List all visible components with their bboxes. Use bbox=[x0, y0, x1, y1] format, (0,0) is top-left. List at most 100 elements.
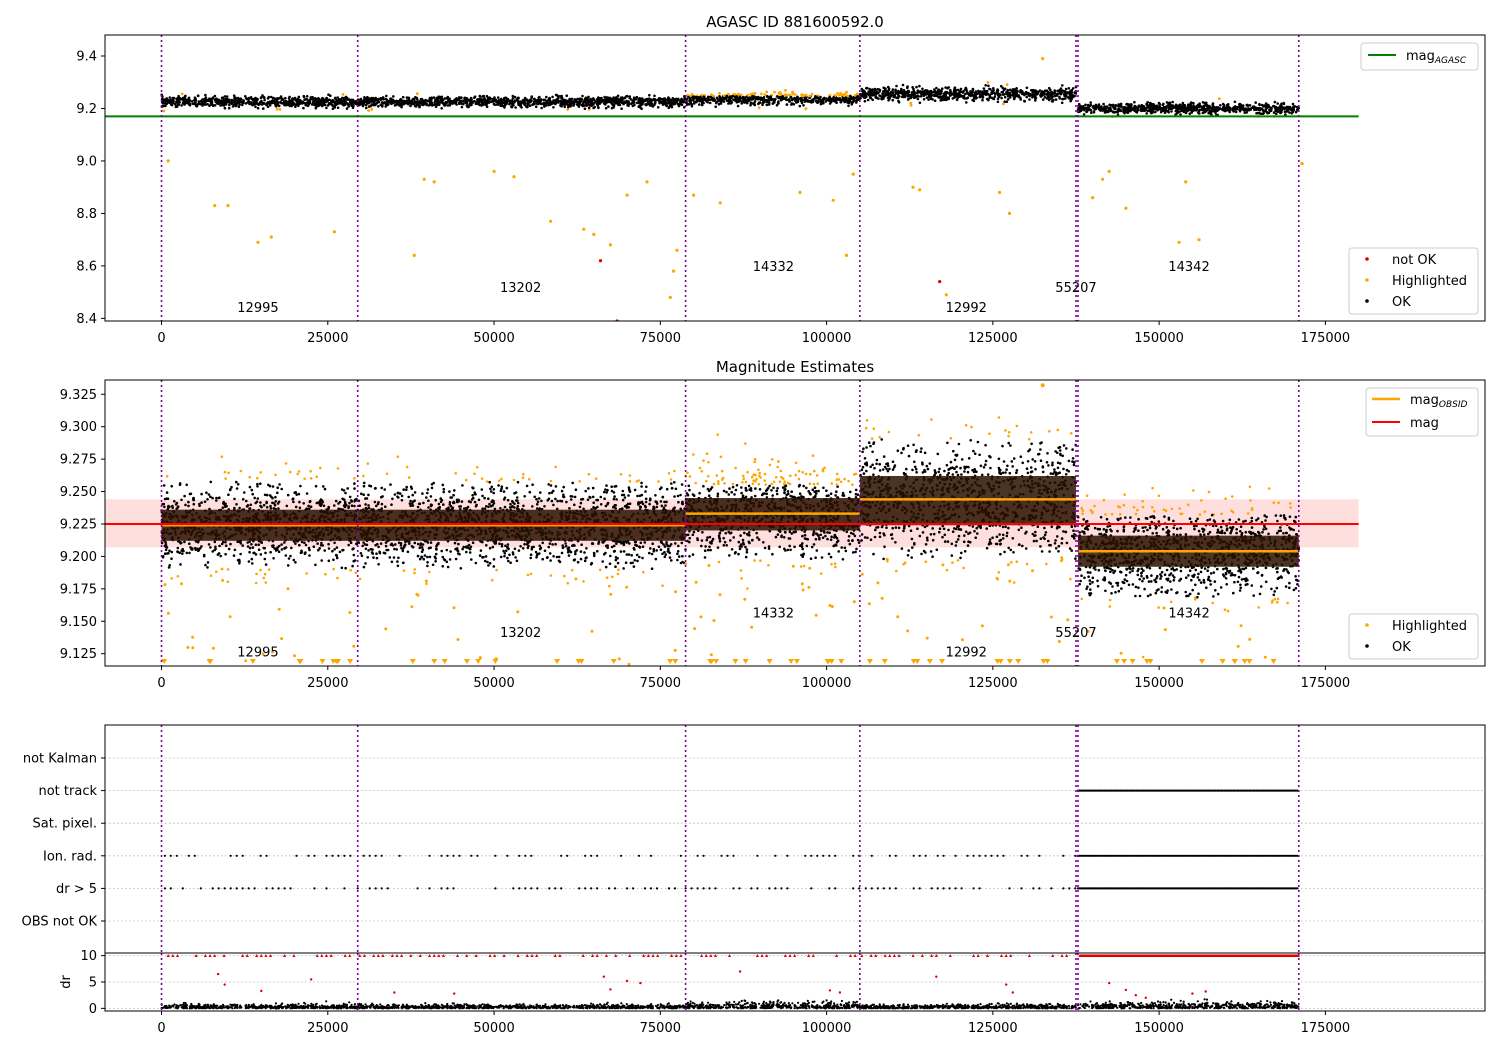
ok-point bbox=[1013, 96, 1016, 100]
highlighted-point bbox=[255, 572, 258, 576]
ok-point bbox=[406, 101, 409, 105]
highlighted-point bbox=[186, 645, 190, 649]
ok-point bbox=[922, 94, 925, 97]
ok-point bbox=[874, 89, 877, 92]
ok-point bbox=[735, 99, 738, 103]
highlighted-point bbox=[256, 240, 260, 244]
ok-point bbox=[396, 560, 399, 563]
ok-point bbox=[215, 102, 219, 105]
ok-point bbox=[647, 97, 651, 100]
ok-point bbox=[879, 95, 883, 98]
ok-point bbox=[360, 101, 363, 104]
ok-point bbox=[1063, 92, 1067, 95]
ok-point bbox=[245, 97, 248, 100]
ok-point bbox=[865, 86, 869, 90]
highlighted-point bbox=[332, 567, 335, 571]
ok-point bbox=[1003, 87, 1007, 91]
highlighted-point bbox=[263, 572, 267, 576]
ok-point bbox=[532, 97, 536, 101]
ok-point bbox=[1030, 89, 1033, 92]
ok-point bbox=[1170, 110, 1173, 113]
ok-point bbox=[496, 101, 500, 104]
ok-point bbox=[280, 543, 283, 546]
ok-point bbox=[164, 548, 168, 552]
ok-point bbox=[247, 96, 251, 100]
ok-point bbox=[227, 547, 231, 551]
ok-point bbox=[778, 95, 781, 99]
ok-point bbox=[1105, 105, 1109, 108]
ok-point bbox=[1216, 106, 1220, 109]
ok-point bbox=[341, 96, 344, 100]
ok-point bbox=[970, 93, 973, 96]
ok-point bbox=[504, 96, 508, 99]
ok-point bbox=[723, 97, 726, 100]
ok-point bbox=[465, 100, 469, 103]
ok-point bbox=[389, 97, 392, 100]
ok-point bbox=[254, 100, 258, 103]
ok-point bbox=[922, 97, 926, 101]
highlighted-point bbox=[309, 477, 313, 480]
x-tick-label: 175000 bbox=[1301, 331, 1351, 346]
ok-point bbox=[851, 96, 854, 100]
ok-point bbox=[610, 102, 613, 105]
ok-point bbox=[974, 95, 977, 98]
ok-point bbox=[380, 101, 384, 104]
ok-point bbox=[179, 563, 182, 566]
ok-point bbox=[206, 102, 209, 106]
ok-point bbox=[276, 491, 279, 495]
ok-point bbox=[178, 551, 181, 555]
ok-point bbox=[1196, 111, 1200, 114]
ok-point bbox=[995, 91, 998, 94]
ok-point bbox=[1119, 104, 1123, 107]
ok-point bbox=[486, 96, 490, 99]
highlighted-point bbox=[367, 109, 370, 112]
highlighted-point bbox=[432, 180, 436, 184]
ok-point bbox=[937, 93, 941, 96]
ok-point bbox=[689, 98, 692, 101]
ok-point bbox=[971, 98, 974, 102]
ok-point bbox=[657, 99, 661, 102]
ok-point bbox=[1264, 105, 1268, 109]
ok-point bbox=[322, 504, 326, 508]
ok-point bbox=[489, 100, 493, 104]
ok-point bbox=[697, 96, 701, 99]
highlighted-point bbox=[760, 92, 763, 96]
ok-point bbox=[1125, 110, 1128, 114]
ok-point bbox=[268, 484, 272, 488]
ok-point bbox=[283, 541, 286, 544]
ok-point bbox=[262, 107, 265, 110]
ok-point bbox=[411, 98, 415, 101]
ok-point bbox=[235, 487, 239, 490]
highlighted-point bbox=[163, 583, 167, 587]
ok-point bbox=[449, 102, 452, 105]
ok-point bbox=[992, 97, 996, 101]
ok-point bbox=[953, 96, 956, 99]
ok-point bbox=[257, 548, 261, 551]
ok-point bbox=[347, 543, 351, 547]
ok-point bbox=[178, 483, 182, 487]
ok-point bbox=[974, 93, 977, 96]
ok-point bbox=[719, 102, 723, 105]
ok-point bbox=[322, 485, 325, 488]
ok-point bbox=[498, 542, 501, 545]
x-tick-label: 0 bbox=[157, 331, 165, 346]
ok-point bbox=[545, 95, 548, 99]
ok-point bbox=[207, 493, 211, 496]
highlighted-point bbox=[1177, 240, 1181, 244]
ok-point bbox=[228, 103, 231, 107]
ok-point bbox=[1161, 103, 1165, 107]
ok-point bbox=[506, 97, 510, 101]
ok-point bbox=[560, 104, 563, 108]
ok-point bbox=[225, 99, 229, 102]
ok-point bbox=[400, 100, 404, 103]
ok-point bbox=[804, 100, 807, 103]
ok-point bbox=[353, 500, 356, 503]
ok-point bbox=[325, 106, 328, 110]
ok-point bbox=[222, 500, 225, 504]
ok-point bbox=[302, 94, 306, 98]
highlighted-point bbox=[228, 615, 232, 619]
ok-point bbox=[589, 97, 592, 101]
ok-point bbox=[1273, 106, 1277, 110]
ok-point bbox=[775, 95, 779, 98]
ok-point bbox=[518, 103, 521, 106]
